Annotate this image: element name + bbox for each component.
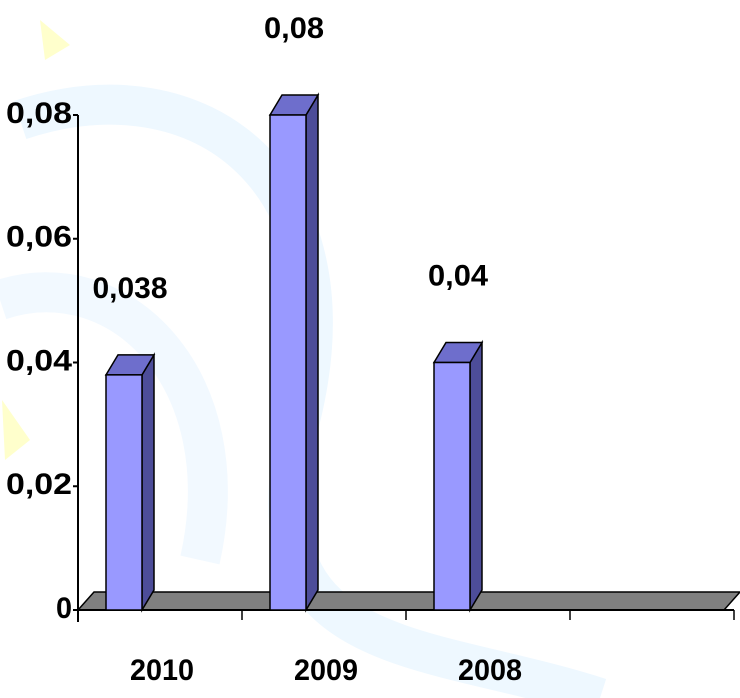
value-label: 0,038: [93, 272, 168, 305]
y-tick-label: 0,08: [6, 97, 72, 130]
decoration: [40, 20, 70, 60]
floor: [76, 591, 740, 611]
bar-side: [469, 339, 483, 613]
decoration: [2, 400, 30, 460]
bar-side: [141, 352, 155, 613]
bar: [105, 374, 143, 611]
y-tick-label: 0,06: [6, 221, 72, 254]
y-tick-label: 0: [56, 592, 72, 625]
x-tick-label: 2010: [130, 654, 194, 687]
x-tick-label: 2009: [294, 654, 358, 687]
x-tick-label: 2008: [458, 654, 522, 687]
bar: [433, 361, 471, 611]
bar: [269, 114, 307, 611]
y-tick-label: 0,02: [6, 468, 72, 501]
bar-side: [305, 92, 319, 613]
value-label: 0,04: [428, 259, 488, 292]
value-label: 0,08: [264, 12, 324, 45]
y-tick-label: 0,04: [6, 344, 72, 377]
